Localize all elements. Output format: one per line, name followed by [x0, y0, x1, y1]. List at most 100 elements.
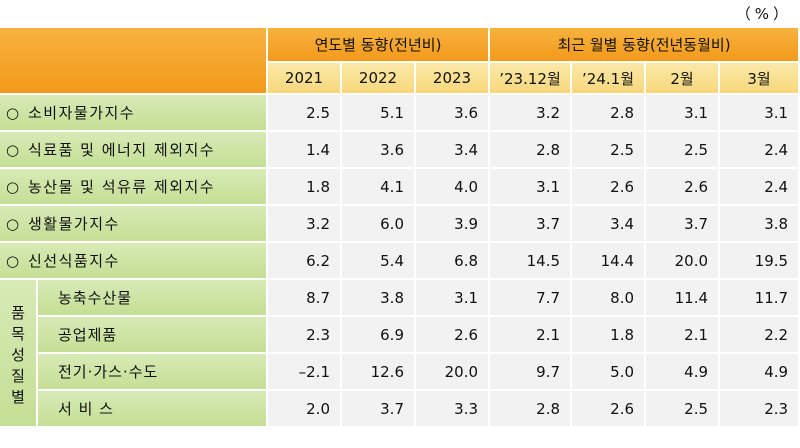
- value-cell: 20.0: [646, 241, 721, 278]
- value-cell: 1.8: [268, 167, 342, 204]
- header-corner: [0, 28, 268, 93]
- row-label: ○ 생활물가지수: [0, 204, 268, 241]
- value-cell: 2.6: [572, 167, 647, 204]
- value-cell: 3.6: [342, 130, 416, 167]
- value-cell: 6.9: [342, 315, 416, 352]
- value-cell: 2.1: [490, 315, 573, 352]
- value-cell: 3.8: [342, 278, 416, 315]
- row-label-text: 생활물가지수: [28, 215, 120, 233]
- value-cell: 12.6: [342, 352, 416, 389]
- value-cell: 4.9: [720, 352, 800, 389]
- value-cell: 2.1: [646, 315, 721, 352]
- value-cell: 2.8: [572, 93, 647, 130]
- value-cell: 3.8: [720, 204, 800, 241]
- unit-label: （%）: [735, 5, 792, 23]
- value-cell: 4.0: [416, 167, 491, 204]
- value-cell: 2.3: [720, 389, 800, 426]
- col-header: 2월: [646, 61, 721, 93]
- value-cell: 2.5: [572, 130, 647, 167]
- table-row: ○ 식료품 및 에너지 제외지수 1.4 3.6 3.4 2.8 2.5 2.5 2.4: [0, 130, 800, 167]
- row-label: ○ 신선식품지수: [0, 241, 268, 278]
- col-header: 3월: [720, 61, 800, 93]
- value-cell: 7.7: [490, 278, 573, 315]
- value-cell: 1.4: [268, 130, 342, 167]
- table-row: ○ 농산물 및 석유류 제외지수 1.8 4.1 4.0 3.1 2.6 2.6 2.4: [0, 167, 800, 204]
- table-row: ○ 소비자물가지수 2.5 5.1 3.6 3.2 2.8 3.1 3.1: [0, 93, 800, 130]
- row-label: ○ 농산물 및 석유류 제외지수: [0, 167, 268, 204]
- table-row: ○ 생활물가지수 3.2 6.0 3.9 3.7 3.4 3.7 3.8: [0, 204, 800, 241]
- value-cell: 3.3: [416, 389, 491, 426]
- value-cell: 5.4: [342, 241, 416, 278]
- table-row: 공업제품 2.3 6.9 2.6 2.1 1.8 2.1 2.2: [0, 315, 800, 352]
- row-label: ○ 식료품 및 에너지 제외지수: [0, 130, 268, 167]
- value-cell: 3.1: [490, 167, 573, 204]
- table-row: ○ 신선식품지수 6.2 5.4 6.8 14.5 14.4 20.0 19.5: [0, 241, 800, 278]
- value-cell: 1.8: [572, 315, 647, 352]
- value-cell: –2.1: [268, 352, 342, 389]
- value-cell: 14.4: [572, 241, 647, 278]
- row-label-text: 소비자물가지수: [28, 104, 136, 122]
- value-cell: 2.6: [646, 167, 721, 204]
- value-cell: 6.0: [342, 204, 416, 241]
- value-cell: 11.7: [720, 278, 800, 315]
- sub-row-label: 공업제품: [38, 315, 268, 352]
- table-row: 전기·가스·수도 –2.1 12.6 20.0 9.7 5.0 4.9 4.9: [0, 352, 800, 389]
- value-cell: 2.3: [268, 315, 342, 352]
- category-char: 성: [11, 345, 25, 364]
- sub-row-label: 농축수산물: [38, 278, 268, 315]
- value-cell: 2.8: [490, 389, 573, 426]
- value-cell: 8.0: [572, 278, 647, 315]
- col-header: ’23.12월: [490, 61, 573, 93]
- value-cell: 3.1: [720, 93, 800, 130]
- value-cell: 20.0: [416, 352, 491, 389]
- bullet-icon: ○: [6, 178, 20, 196]
- col-header: 2023: [416, 61, 491, 93]
- sub-row-label: 전기·가스·수도: [38, 352, 268, 389]
- value-cell: 2.5: [646, 389, 721, 426]
- row-label-text: 식료품 및 에너지 제외지수: [28, 141, 216, 159]
- value-cell: 3.1: [646, 93, 721, 130]
- value-cell: 2.0: [268, 389, 342, 426]
- bullet-icon: ○: [6, 104, 20, 122]
- value-cell: 9.7: [490, 352, 573, 389]
- row-label: ○ 소비자물가지수: [0, 93, 268, 130]
- value-cell: 3.2: [490, 93, 573, 130]
- value-cell: 5.1: [342, 93, 416, 130]
- value-cell: 3.4: [572, 204, 647, 241]
- value-cell: 4.1: [342, 167, 416, 204]
- value-cell: 3.7: [490, 204, 573, 241]
- bullet-icon: ○: [6, 215, 20, 233]
- value-cell: 3.4: [416, 130, 491, 167]
- row-label-text: 농산물 및 석유류 제외지수: [28, 178, 216, 196]
- monthly-trend-header: 최근 월별 동향(전년동월비): [490, 28, 800, 61]
- category-char: 별: [11, 387, 25, 406]
- category-char: 품: [11, 303, 25, 322]
- bullet-icon: ○: [6, 252, 20, 270]
- value-cell: 8.7: [268, 278, 342, 315]
- value-cell: 11.4: [646, 278, 721, 315]
- value-cell: 2.5: [646, 130, 721, 167]
- col-header: ’24.1월: [572, 61, 647, 93]
- value-cell: 2.6: [416, 315, 491, 352]
- row-label-text: 신선식품지수: [28, 252, 120, 270]
- category-char: 질: [11, 366, 25, 385]
- sub-row-label: 서 비 스: [38, 389, 268, 426]
- bullet-icon: ○: [6, 141, 20, 159]
- value-cell: 2.6: [572, 389, 647, 426]
- value-cell: 3.1: [416, 278, 491, 315]
- category-char: 목: [11, 324, 25, 343]
- value-cell: 3.9: [416, 204, 491, 241]
- value-cell: 19.5: [720, 241, 800, 278]
- table-row: 품 목 성 질 별 농축수산물 8.7 3.8 3.1 7.7 8.0 11.4 11.7: [0, 278, 800, 426]
- value-cell: 14.5: [490, 241, 573, 278]
- value-cell: 6.2: [268, 241, 342, 278]
- col-header: 2022: [342, 61, 416, 93]
- price-index-table: 연도별 동향(전년비) 최근 월별 동향(전년동월비) 2021 2022 20…: [0, 28, 800, 426]
- value-cell: 2.2: [720, 315, 800, 352]
- value-cell: 2.4: [720, 130, 800, 167]
- table-row: 서 비 스 2.0 3.7 3.3 2.8 2.6 2.5 2.3: [0, 389, 800, 426]
- value-cell: 2.4: [720, 167, 800, 204]
- value-cell: 3.7: [646, 204, 721, 241]
- value-cell: 6.8: [416, 241, 491, 278]
